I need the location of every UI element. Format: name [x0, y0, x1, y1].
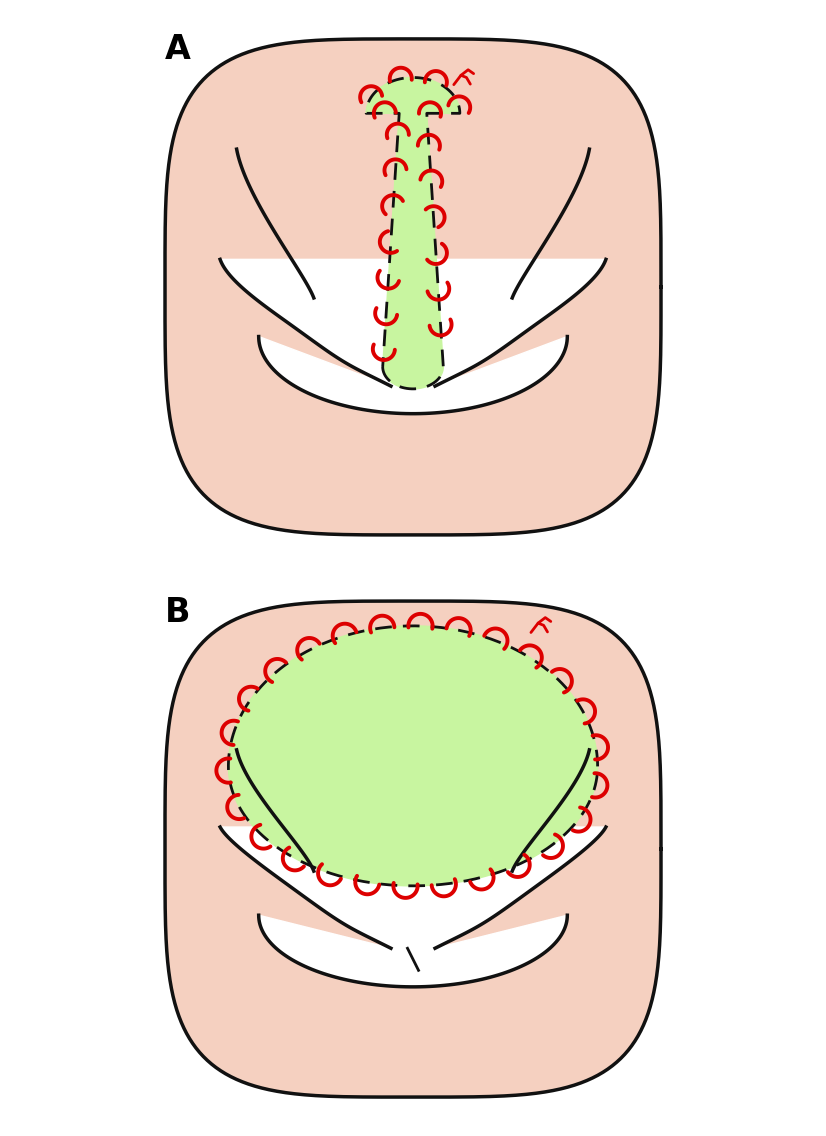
Polygon shape: [228, 626, 598, 886]
Polygon shape: [220, 827, 606, 987]
Text: B: B: [165, 595, 191, 628]
Polygon shape: [220, 259, 606, 414]
Polygon shape: [165, 601, 661, 1097]
Text: A: A: [165, 33, 191, 66]
Polygon shape: [366, 77, 460, 389]
Polygon shape: [165, 39, 661, 535]
